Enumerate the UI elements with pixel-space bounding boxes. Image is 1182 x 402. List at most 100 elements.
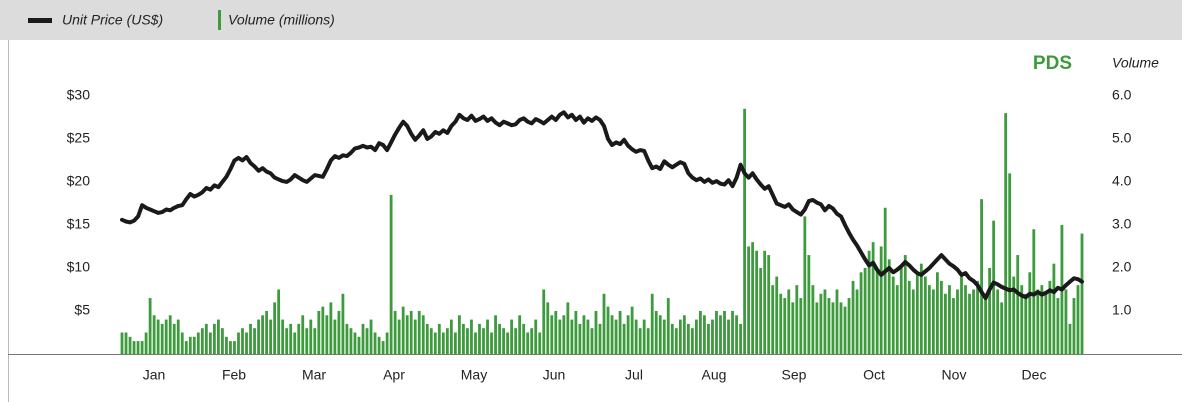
x-tick-label: Jul xyxy=(625,367,643,383)
volume-bar xyxy=(514,328,518,354)
volume-bar xyxy=(385,332,389,354)
volume-bar xyxy=(156,319,160,354)
volume-bar xyxy=(739,323,742,354)
volume-bar xyxy=(152,315,156,354)
volume-bar xyxy=(682,315,686,354)
volume-bar xyxy=(952,298,955,354)
volume-bar xyxy=(622,323,626,354)
volume-bar xyxy=(630,306,634,354)
volume-bar xyxy=(931,289,935,354)
x-tick-label: Nov xyxy=(942,367,967,383)
volume-bar xyxy=(317,310,321,354)
y2-axis-label: Volume xyxy=(1112,55,1159,71)
volume-bar xyxy=(144,332,148,354)
volume-bar xyxy=(851,280,855,354)
volume-bar xyxy=(855,289,859,354)
x-tick-label: Apr xyxy=(383,367,405,383)
legend-swatch xyxy=(28,18,52,23)
volume-bar xyxy=(670,323,674,354)
volume-bar xyxy=(542,289,546,354)
volume-bar xyxy=(694,319,698,354)
y-tick-label: $5 xyxy=(74,302,90,318)
volume-bar xyxy=(819,293,823,354)
volume-bar xyxy=(715,310,718,354)
volume-bar xyxy=(799,298,803,354)
volume-bar xyxy=(771,285,775,354)
volume-bar xyxy=(562,315,566,354)
volume-bar xyxy=(787,289,791,354)
volume-bar xyxy=(751,242,755,354)
volume-bar xyxy=(321,306,325,354)
volume-bar xyxy=(1004,113,1008,354)
volume-bar xyxy=(128,336,132,354)
volume-bar xyxy=(237,332,240,354)
volume-bar xyxy=(835,289,839,354)
volume-bar xyxy=(574,310,578,354)
volume-bar xyxy=(618,310,622,354)
volume-bar xyxy=(767,255,771,354)
volume-bar xyxy=(353,332,357,354)
volume-bar xyxy=(956,289,959,354)
volume-bar xyxy=(550,315,554,354)
volume-bar xyxy=(807,255,811,354)
volume-bar xyxy=(1052,263,1056,354)
volume-bar xyxy=(992,220,996,354)
volume-bar xyxy=(686,323,690,354)
volume-bar xyxy=(678,319,682,354)
volume-bar xyxy=(666,298,670,354)
volume-bar xyxy=(867,250,871,354)
volume-bar xyxy=(759,267,763,354)
volume-bar xyxy=(723,310,726,354)
volume-bar xyxy=(927,285,931,354)
volume-bar xyxy=(1016,255,1020,354)
volume-bar xyxy=(915,272,919,354)
volume-bar xyxy=(859,272,863,354)
volume-bar xyxy=(935,272,939,354)
volume-bar xyxy=(200,328,204,354)
volume-bar xyxy=(783,298,787,354)
volume-bar xyxy=(196,332,200,354)
volume-bar xyxy=(903,255,907,354)
volume-bar xyxy=(309,319,313,354)
volume-bar xyxy=(208,332,212,354)
legend-label: Volume (millions) xyxy=(228,12,335,28)
volume-bar xyxy=(743,108,746,354)
volume-bar xyxy=(502,328,505,354)
volume-bar xyxy=(847,298,851,354)
volume-bar xyxy=(863,267,867,354)
y2-tick-label: 2.0 xyxy=(1112,259,1132,275)
x-tick-label: Aug xyxy=(702,367,727,383)
volume-bar xyxy=(831,302,835,354)
volume-bar xyxy=(634,319,638,354)
volume-bar xyxy=(871,242,875,354)
volume-bar xyxy=(823,289,827,354)
volume-bar xyxy=(1072,298,1076,354)
volume-bar xyxy=(462,323,465,354)
volume-bar xyxy=(976,280,979,354)
volume-bar xyxy=(923,276,927,354)
volume-bar xyxy=(433,332,437,354)
volume-bar xyxy=(393,310,397,354)
volume-bar xyxy=(895,285,899,354)
volume-bar xyxy=(996,289,1000,354)
volume-bar xyxy=(1076,285,1080,354)
chart-title: PDS xyxy=(1033,53,1072,74)
volume-bar xyxy=(241,328,244,354)
x-tick-label: May xyxy=(461,367,487,383)
volume-bar xyxy=(273,302,277,354)
volume-bar xyxy=(907,280,911,354)
volume-bar xyxy=(498,323,501,354)
volume-bar xyxy=(650,293,654,354)
volume-bar xyxy=(690,328,694,354)
volume-bar xyxy=(120,332,124,354)
volume-bar xyxy=(883,207,887,354)
volume-bar xyxy=(482,328,485,354)
volume-bar xyxy=(466,328,469,354)
volume-bar xyxy=(803,216,807,354)
volume-bar xyxy=(638,328,642,354)
volume-bar xyxy=(132,341,136,354)
legend-label: Unit Price (US$) xyxy=(62,12,163,28)
volume-bar xyxy=(164,319,168,354)
volume-bar xyxy=(747,246,751,354)
volume-bar xyxy=(289,323,293,354)
